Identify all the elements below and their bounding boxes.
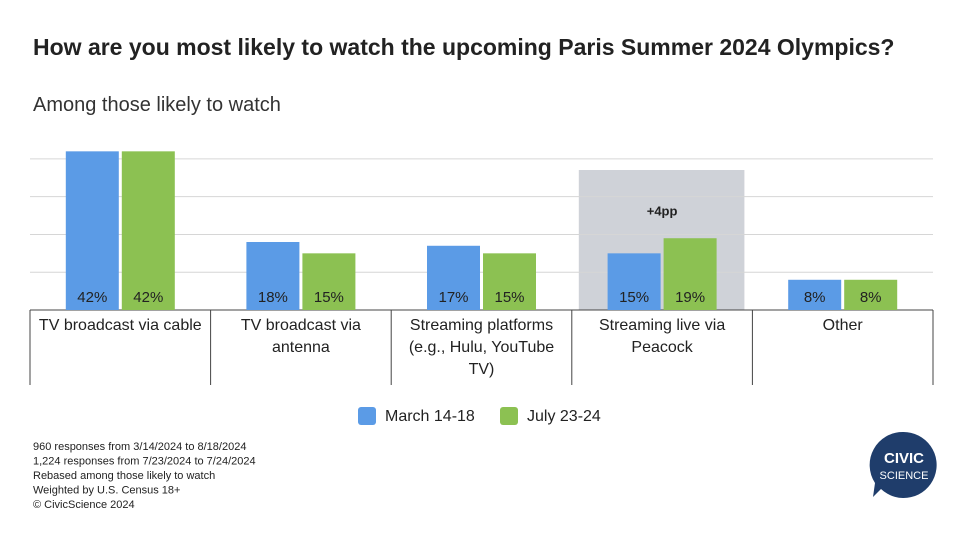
- bar: [607, 253, 661, 310]
- data-label: 42%: [133, 289, 163, 306]
- logo-badge: [869, 431, 937, 498]
- data-label: 17%: [438, 289, 468, 306]
- highlight-box: [578, 170, 745, 310]
- data-label: 15%: [494, 289, 524, 306]
- bar: [483, 253, 536, 310]
- logo-text: CIVIC: [884, 450, 924, 467]
- footnote: Weighted by U.S. Census 18+: [33, 484, 180, 496]
- data-label: 42%: [77, 289, 107, 306]
- bar: [302, 253, 356, 310]
- bar: [788, 279, 842, 310]
- chart-subtitle: Among those likely to watch: [33, 94, 281, 116]
- data-label: 18%: [258, 289, 288, 306]
- x-tick-label: Streaming live via Peacock: [598, 317, 726, 356]
- data-label: 15%: [314, 289, 344, 306]
- x-tick-label: TV broadcast via cable: [38, 317, 202, 334]
- x-tick-label: TV broadcast via antenna: [240, 317, 361, 356]
- legend-swatch: [500, 407, 518, 425]
- bar: [427, 245, 480, 310]
- data-label: 8%: [860, 289, 882, 306]
- footnote: Rebased among those likely to watch: [33, 470, 215, 482]
- legend-label: March 14-18: [385, 408, 475, 425]
- legend-label: July 23-24: [527, 408, 601, 425]
- bar: [246, 242, 300, 310]
- data-label: 8%: [804, 289, 826, 306]
- footnote: 1,224 responses from 7/23/2024 to 7/24/2…: [33, 455, 256, 467]
- x-tick-label: Other: [822, 317, 863, 334]
- footnote: © CivicScience 2024: [33, 499, 135, 511]
- legend-swatch: [358, 407, 376, 425]
- bar: [121, 151, 175, 310]
- logo-text: SCIENCE: [880, 470, 929, 482]
- x-tick-label: Streaming platforms (e.g., Hulu, YouTube…: [408, 317, 555, 378]
- bar: [65, 151, 119, 310]
- footnote: 960 responses from 3/14/2024 to 8/18/202…: [33, 441, 246, 453]
- data-label: 15%: [619, 289, 649, 306]
- annotation: +4pp: [647, 203, 678, 218]
- bar: [844, 279, 898, 310]
- bar: [663, 238, 717, 310]
- data-label: 19%: [675, 289, 705, 306]
- chart-title: How are you most likely to watch the upc…: [33, 34, 895, 60]
